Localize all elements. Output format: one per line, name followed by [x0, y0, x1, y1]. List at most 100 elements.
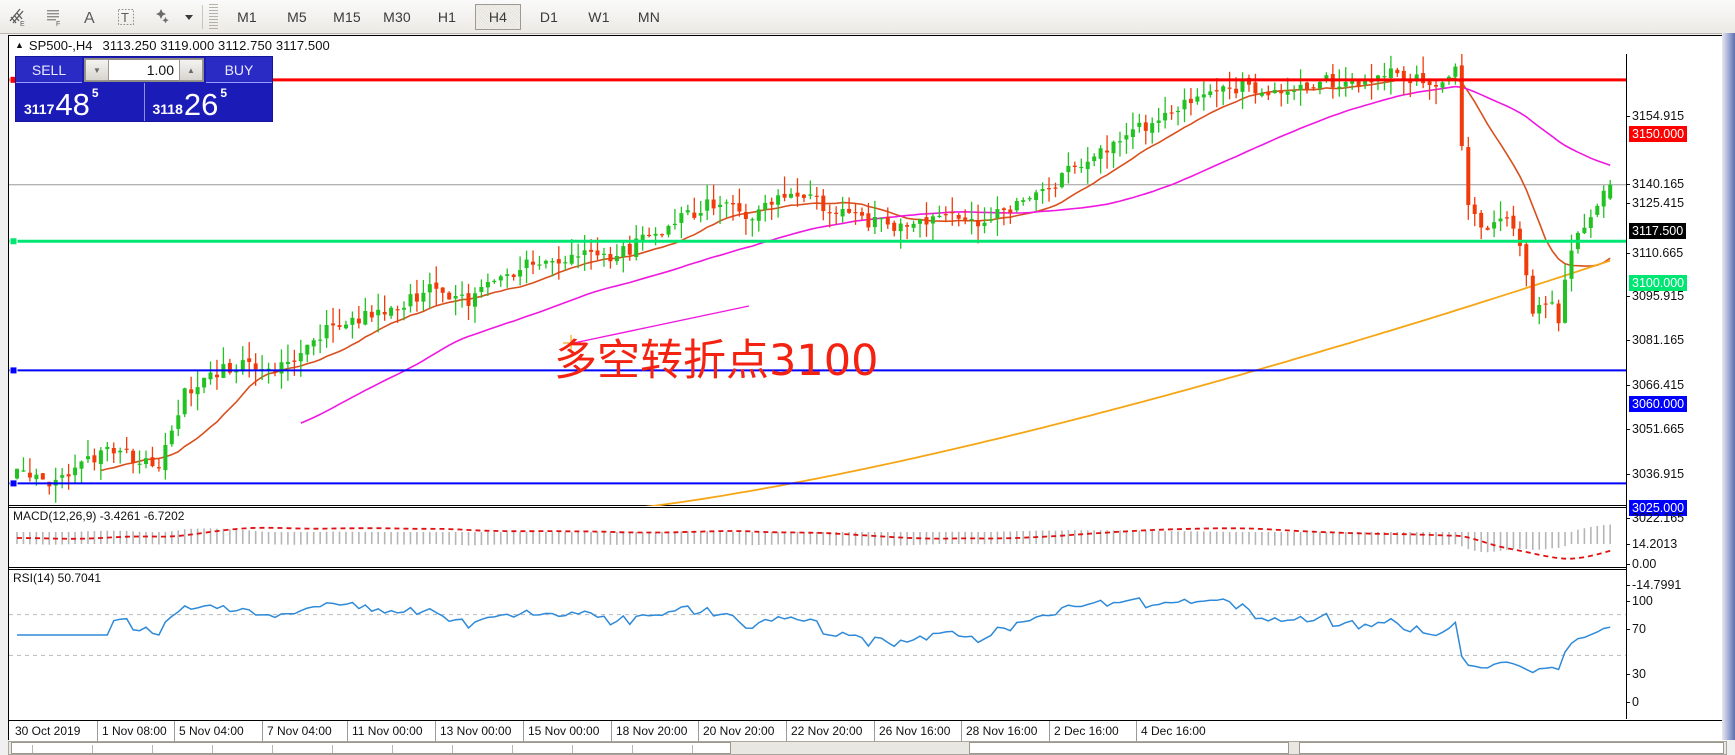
- time-tick: 30 Oct 2019: [15, 724, 81, 738]
- collapse-icon[interactable]: ▲: [15, 40, 24, 50]
- rsi-label: RSI(14) 50.7041: [13, 571, 102, 585]
- timeframe-h4[interactable]: H4: [475, 3, 521, 30]
- scrollbar-tick: [572, 745, 573, 753]
- time-tick: 15 Nov 00:00: [528, 724, 600, 738]
- scrollbar-tick: [332, 745, 333, 753]
- price-pane[interactable]: [9, 54, 1628, 506]
- time-tick: 7 Nov 04:00: [267, 724, 332, 738]
- time-axis-separator: [1049, 721, 1050, 741]
- price-tick: 3022.165: [1627, 511, 1684, 525]
- chart-frame: ▲ SP500-,H4 3113.250 3119.000 3112.750 3…: [8, 35, 1727, 741]
- price-tick: 3066.415: [1627, 378, 1684, 392]
- time-axis-separator: [435, 721, 436, 741]
- macd-pane[interactable]: MACD(12,26,9) -3.4261 -6.7202: [9, 507, 1626, 568]
- timeframe-h1[interactable]: H1: [437, 8, 457, 25]
- one-click-trading-panel[interactable]: SELL ▼ 1.00 ▲ BUY 3117 48 5 3118 26 5: [15, 56, 273, 122]
- scrollbar-tick: [92, 745, 93, 753]
- price-tick: 3110.665: [1627, 246, 1683, 260]
- timeframe-w1[interactable]: W1: [588, 8, 610, 25]
- objects-dropdown-icon[interactable]: [180, 1, 198, 32]
- time-tick: 26 Nov 16:00: [879, 724, 951, 738]
- time-axis-separator: [262, 721, 263, 741]
- price-tick: 3140.165: [1627, 177, 1684, 191]
- timeframe-m15[interactable]: M15: [333, 8, 361, 25]
- horizontal-scrollbar[interactable]: [8, 741, 1727, 755]
- price-tick: 3081.165: [1627, 333, 1684, 347]
- time-axis-separator: [874, 721, 875, 741]
- price-tick: 30: [1627, 667, 1646, 681]
- volume-input[interactable]: 1.00: [109, 59, 179, 81]
- time-tick: 18 Nov 20:00: [616, 724, 688, 738]
- octp-controls: SELL ▼ 1.00 ▲ BUY: [16, 57, 272, 83]
- price-tick: 0.00: [1627, 557, 1656, 571]
- templates-icon[interactable]: F: [36, 1, 72, 32]
- scrollbar-thumb[interactable]: [969, 742, 1289, 754]
- price-tick: 3060.000: [1629, 396, 1688, 412]
- text-label-icon[interactable]: A: [72, 1, 108, 32]
- ask-price-whole: 3118: [152, 101, 183, 117]
- timeframe-m1[interactable]: M1: [237, 8, 257, 25]
- scrollbar-tick: [452, 745, 453, 753]
- toolbar-grip[interactable]: [209, 3, 218, 30]
- scrollbar-tick: [512, 745, 513, 753]
- time-axis-separator: [523, 721, 524, 741]
- price-tick: 3025.000: [1629, 500, 1688, 516]
- time-axis-separator: [174, 721, 175, 741]
- scrollbar-thumb[interactable]: [11, 742, 731, 754]
- vertical-scrollbar[interactable]: [1722, 33, 1735, 740]
- toolbar: E F A T: [0, 0, 1735, 34]
- rsi-pane[interactable]: RSI(14) 50.7041: [9, 569, 1628, 719]
- time-tick: 11 Nov 00:00: [352, 724, 423, 738]
- price-tick: 3125.415: [1627, 196, 1684, 210]
- price-tick: 0: [1627, 695, 1639, 709]
- timeframe-mn[interactable]: MN: [637, 8, 661, 25]
- time-tick: 20 Nov 20:00: [703, 724, 775, 738]
- time-axis-separator: [961, 721, 962, 741]
- chart-annotation-text[interactable]: 多空转折点3100: [554, 336, 879, 386]
- ask-price[interactable]: 3118 26 5: [143, 83, 273, 122]
- bid-price-whole: 3117: [24, 101, 55, 117]
- price-tick: 100: [1627, 594, 1653, 608]
- ask-price-major: 26: [183, 86, 219, 122]
- time-axis[interactable]: 30 Oct 2019 1 Nov 08:00 5 Nov 04:00 7 Nov 0…: [9, 720, 1726, 741]
- chart-symbol: SP500-,H4: [28, 37, 93, 53]
- price-tick: -14.7991: [1627, 578, 1681, 592]
- chart-header: ▲ SP500-,H4 3113.250 3119.000 3112.750 3…: [9, 36, 330, 54]
- indicators-icon[interactable]: E: [0, 1, 36, 32]
- scrollbar-tick: [692, 745, 693, 753]
- timeframe-d1[interactable]: D1: [539, 8, 559, 25]
- scrollbar-tick: [632, 745, 633, 753]
- svg-text:F: F: [56, 21, 60, 28]
- time-tick: 22 Nov 20:00: [791, 724, 863, 738]
- price-tick: 3154.915: [1627, 109, 1684, 123]
- time-tick: 2 Dec 16:00: [1054, 724, 1119, 738]
- bid-price[interactable]: 3117 48 5: [16, 83, 144, 121]
- rsi-plot: [9, 597, 1628, 674]
- price-tick: 70: [1627, 622, 1646, 636]
- price-tick: 14.2013: [1627, 537, 1677, 551]
- objects-icon[interactable]: [144, 1, 180, 32]
- scrollbar-tick: [152, 745, 153, 753]
- timeframe-m30[interactable]: M30: [383, 8, 411, 25]
- price-plot: [9, 54, 1628, 506]
- svg-text:A: A: [84, 10, 95, 27]
- price-axis[interactable]: 3154.915 3150.000 3140.165 3125.415 3117.500…: [1626, 54, 1726, 719]
- buy-button[interactable]: BUY: [206, 57, 272, 83]
- time-tick: 4 Dec 16:00: [1141, 724, 1206, 738]
- volume-down-icon[interactable]: ▼: [85, 59, 109, 81]
- scrollbar-thumb[interactable]: [1299, 742, 1724, 754]
- volume-up-icon[interactable]: ▲: [179, 59, 203, 81]
- price-tick: 3150.000: [1629, 126, 1688, 142]
- price-tick: 3036.915: [1627, 467, 1684, 481]
- text-object-icon[interactable]: T: [108, 1, 144, 32]
- timeframe-m5[interactable]: M5: [287, 8, 307, 25]
- svg-text:E: E: [20, 21, 25, 28]
- price-tick: 3100.000: [1629, 275, 1688, 291]
- sell-button[interactable]: SELL: [16, 57, 82, 83]
- time-axis-separator: [1136, 721, 1137, 741]
- octp-prices: 3117 48 5 3118 26 5: [16, 83, 272, 121]
- macd-plot: [16, 524, 1611, 560]
- volume-stepper[interactable]: ▼ 1.00 ▲: [84, 58, 204, 82]
- bid-price-fraction: 5: [91, 86, 99, 100]
